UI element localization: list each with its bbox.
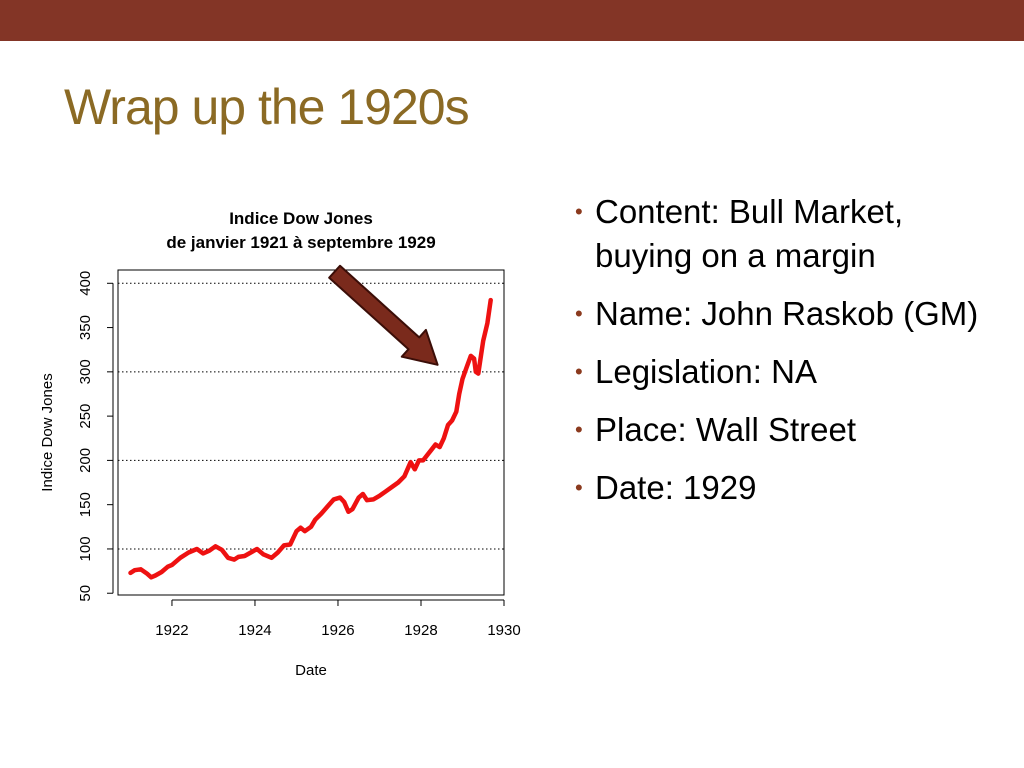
bullet-dot: • — [575, 359, 583, 384]
plot-frame — [117, 269, 505, 596]
bullet-list: • Content: Bull Market, buying on a margi… — [575, 190, 995, 524]
x-axis: 1922 1924 1926 1928 1930 — [155, 599, 521, 639]
annotation-arrow — [328, 264, 439, 366]
y-axis: 50 100 150 200 250 300 350 400 — [77, 271, 114, 602]
x-tick-label-1922: 1922 — [155, 622, 188, 639]
bullet-place: • Place: Wall Street — [575, 408, 995, 452]
x-tick-label-1930: 1930 — [487, 622, 520, 639]
chart-subtitle: de janvier 1921 à septembre 1929 — [166, 233, 435, 252]
y-tick-label-200: 200 — [77, 448, 94, 473]
y-tick-label-100: 100 — [77, 536, 94, 561]
x-tick-label-1928: 1928 — [404, 622, 437, 639]
bullet-dot: • — [575, 475, 583, 500]
y-axis-label: Indice Dow Jones — [39, 373, 56, 491]
top-accent-bar — [0, 0, 1024, 41]
y-tick-label-250: 250 — [77, 404, 94, 429]
bullet-dot: • — [575, 301, 583, 326]
y-tick-label-350: 350 — [77, 315, 94, 340]
x-tick-label-1924: 1924 — [238, 622, 271, 639]
bullet-date: • Date: 1929 — [575, 466, 995, 510]
x-axis-label: Date — [295, 662, 327, 679]
chart-title: Indice Dow Jones — [229, 209, 373, 228]
x-tick-label-1926: 1926 — [321, 622, 354, 639]
y-tick-label-400: 400 — [77, 271, 94, 296]
bullet-name: • Name: John Raskob (GM) — [575, 292, 995, 336]
bullet-dot: • — [575, 417, 583, 442]
series-line-dow-jones — [128, 297, 493, 580]
slide-title: Wrap up the 1920s — [64, 79, 470, 135]
dow-jones-chart: Indice Dow Jones de janvier 1921 à septe… — [39, 209, 521, 679]
bullet-dot: • — [575, 199, 583, 224]
bullet-legislation: • Legislation: NA — [575, 350, 995, 394]
y-tick-label-300: 300 — [77, 359, 94, 384]
y-tick-label-50: 50 — [77, 585, 94, 602]
y-tick-label-150: 150 — [77, 492, 94, 517]
gridlines — [118, 282, 504, 550]
bullet-content: • Content: Bull Market, buying on a margi… — [575, 190, 995, 278]
